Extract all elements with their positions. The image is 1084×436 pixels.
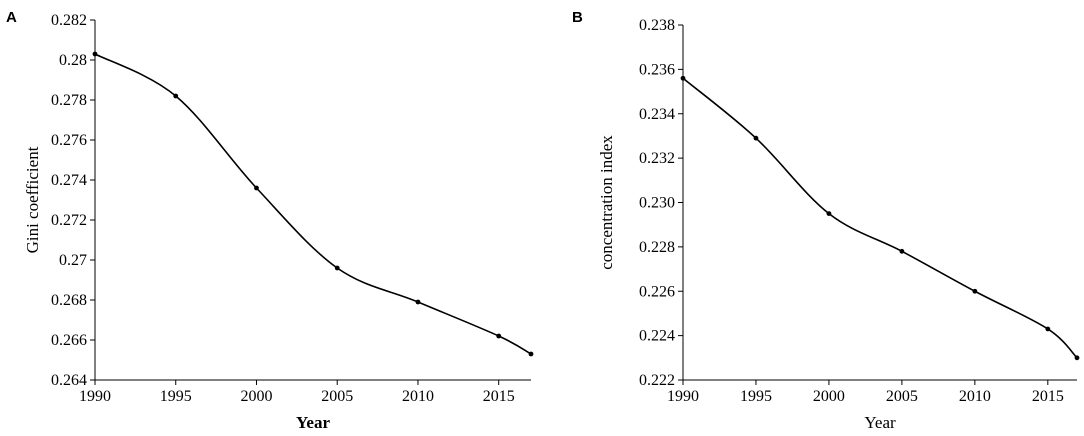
y-axis-title: concentration index <box>597 135 616 270</box>
y-axis-title: Gini coefficient <box>23 146 42 253</box>
y-tick-label: 0.228 <box>639 239 675 256</box>
y-tick-label: 0.222 <box>639 372 675 389</box>
data-point <box>899 248 905 254</box>
x-tick-label: 2000 <box>813 388 845 405</box>
x-tick-label: 2015 <box>483 388 515 405</box>
x-axis-title: Year <box>864 413 896 432</box>
chart-panel-a: A 0.264 0.266 0.268 0.27 0.272 0.274 0.276 0.278… <box>6 9 534 432</box>
y-tick-label: 0.226 <box>639 283 675 300</box>
series-line <box>94 53 532 355</box>
panel-label: A <box>6 9 17 26</box>
data-point <box>496 333 502 339</box>
data-point <box>92 51 98 57</box>
series-line <box>682 77 1078 359</box>
y-tick-label: 0.238 <box>639 17 675 34</box>
data-point <box>826 211 832 216</box>
data-point <box>528 351 534 357</box>
data-point <box>254 185 259 191</box>
data-point <box>680 75 686 81</box>
x-tick-label: 1990 <box>79 388 111 405</box>
y-tick-label: 0.264 <box>51 372 87 389</box>
y-tick-label: 0.232 <box>639 150 675 167</box>
x-tick-label: 2005 <box>321 388 353 405</box>
y-tick-label: 0.266 <box>51 332 87 349</box>
y-tick-label: 0.230 <box>639 195 675 212</box>
y-tick-label: 0.268 <box>51 292 87 309</box>
y-tick-label: 0.274 <box>51 172 87 189</box>
x-axis-title: Year <box>296 413 330 432</box>
data-point <box>334 265 340 271</box>
y-tick-label: 0.282 <box>51 12 87 29</box>
y-tick-label: 0.234 <box>639 106 675 123</box>
chart-panel-b: B 0.222 0.224 0.226 0.228 0.230 0.232 0.234 0.23… <box>572 9 1080 432</box>
y-tick-label: 0.236 <box>639 61 675 78</box>
y-tick-label: 0.278 <box>51 92 87 109</box>
x-tick-label: 2010 <box>959 388 991 405</box>
y-tick-label: 0.27 <box>59 252 87 269</box>
x-tick-label: 2010 <box>402 388 434 405</box>
x-tick-label: 2015 <box>1032 388 1064 405</box>
data-point <box>173 93 179 99</box>
data-point <box>1074 355 1080 361</box>
data-point <box>415 299 421 305</box>
y-tick-label: 0.272 <box>51 212 87 229</box>
data-point <box>1045 326 1051 332</box>
x-tick-label: 1995 <box>740 388 772 405</box>
x-tick-label: 2000 <box>240 388 272 405</box>
panel-label: B <box>572 9 583 26</box>
x-tick-label: 1995 <box>160 388 192 405</box>
y-tick-label: 0.224 <box>639 328 675 345</box>
y-tick-label: 0.276 <box>51 132 87 149</box>
y-tick-label: 0.28 <box>59 52 87 69</box>
data-point <box>972 288 978 294</box>
x-tick-label: 1990 <box>667 388 699 405</box>
data-point <box>753 135 759 141</box>
x-tick-label: 2005 <box>886 388 918 405</box>
